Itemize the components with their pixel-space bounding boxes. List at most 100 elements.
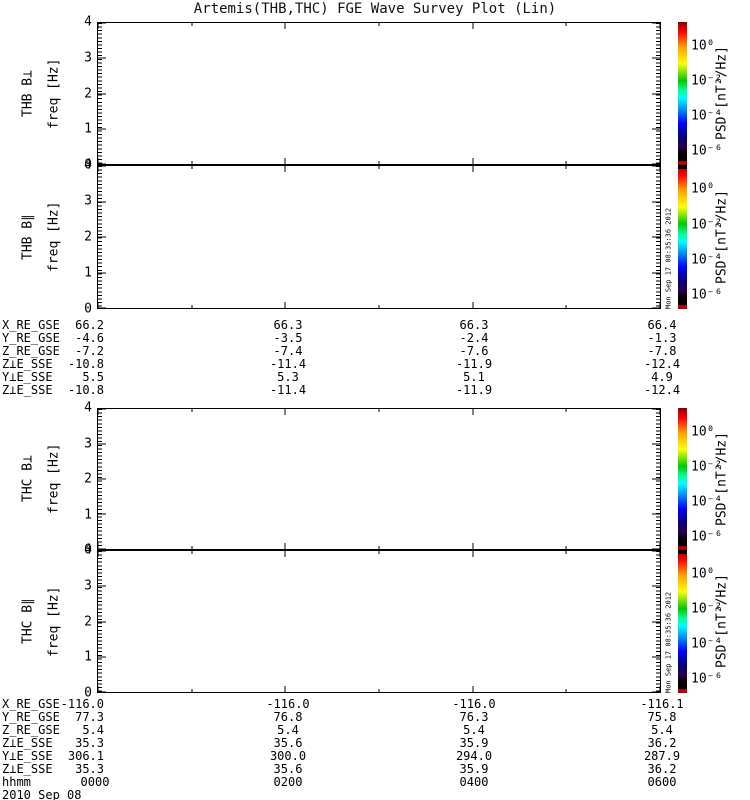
table-row: Y⊥E_SSE 306.1 300.0 294.0 287.9 — [0, 750, 750, 763]
y-major-tick — [98, 57, 106, 59]
table-cell: 76.3 — [459, 710, 489, 724]
row-label: Y⊥E_SSE — [2, 370, 53, 384]
y-major-tick — [652, 165, 660, 167]
table-cell: -11.9 — [455, 383, 493, 397]
table-cell: 35.6 — [273, 762, 303, 776]
table-row: Z⊥E_SSE -10.8 -11.4 -11.9 -12.4 — [0, 384, 750, 397]
x-minor-tick — [378, 305, 380, 308]
spectrogram-plot-area — [97, 408, 661, 550]
x-minor-tick — [565, 305, 567, 308]
y-major-tick — [652, 236, 660, 238]
x-major-tick — [284, 551, 286, 557]
row-label: Y_RE_GSE — [2, 710, 60, 724]
y-major-tick — [98, 201, 106, 202]
table-cell: 300.0 — [269, 749, 307, 763]
table-row: Y⊥E_SSE 5.5 5.3 5.1 4.9 — [0, 371, 750, 384]
y-tick-label: 4 — [84, 14, 92, 30]
panel-thb-bperp: THB B⊥ freq [Hz] 4 3 2 1 0 10⁰ 10⁻² 10⁻⁴ 10⁻⁶ P… — [0, 16, 750, 172]
y-major-tick — [98, 128, 106, 130]
freq-axis-label: freq [Hz] — [46, 201, 62, 273]
x-major-tick — [284, 686, 286, 692]
table-cell: 36.2 — [647, 762, 677, 776]
y-major-tick — [652, 548, 660, 550]
table-cell: 5.1 — [463, 370, 485, 384]
table-cell: -2.4 — [459, 331, 489, 345]
colorbar-tick-label: 10⁻⁴ — [691, 636, 723, 652]
table-row: Z⊥E_SSE 35.3 35.6 35.9 36.2 — [0, 763, 750, 776]
x-minor-tick — [378, 166, 380, 169]
row-label: Y⊥E_SSE — [2, 749, 53, 763]
table-cell: 66.3 — [273, 318, 303, 332]
table-cell: 294.0 — [455, 749, 493, 763]
table-cell: -1.3 — [647, 331, 677, 345]
colorbar-tick-label: 10⁻² — [691, 459, 723, 475]
y-tick-label: 4 — [84, 157, 92, 173]
table-cell: 5.4 — [277, 723, 299, 737]
x-minor-tick — [191, 161, 193, 164]
table-cell: 5.5 — [82, 370, 104, 384]
table-cell: -11.4 — [269, 357, 307, 371]
y-major-tick — [652, 691, 660, 693]
table-cell: -10.8 — [67, 357, 104, 371]
table-cell: -10.8 — [67, 383, 104, 397]
y-major-tick — [652, 272, 660, 273]
plot-title: Artemis(THB,THC) FGE Wave Survey Plot (L… — [193, 1, 557, 17]
colorbar-tick-label: 10⁻⁶ — [691, 671, 723, 687]
y-tick-label: 3 — [84, 578, 92, 594]
y-major-tick — [98, 22, 106, 24]
x-major-tick — [97, 302, 99, 308]
y-major-tick — [652, 307, 660, 309]
x-major-tick — [284, 302, 286, 308]
y-tick-label: 4 — [84, 400, 92, 416]
colorbar-tick-label: 10⁻⁴ — [691, 108, 723, 124]
x-minor-tick — [191, 23, 193, 26]
x-minor-tick — [565, 161, 567, 164]
y-major-tick — [652, 163, 660, 165]
x-major-tick — [659, 23, 661, 29]
y-major-tick — [98, 443, 106, 445]
y-tick-label: 0 — [84, 301, 92, 317]
x-minor-tick — [191, 409, 193, 412]
x-major-tick — [472, 158, 474, 164]
y-major-tick — [98, 236, 106, 238]
table-cell: -12.4 — [643, 357, 681, 371]
y-major-tick — [98, 408, 106, 410]
y-major-tick — [98, 513, 106, 515]
table-cell: -116.0 — [452, 697, 496, 711]
row-label: X_RE_GSE — [2, 697, 60, 711]
table-cell: -4.6 — [75, 331, 104, 345]
y-major-tick — [652, 57, 660, 59]
y-major-tick — [98, 307, 106, 309]
table-cell: 35.6 — [273, 736, 303, 750]
x-major-tick — [659, 166, 661, 172]
spectrogram-plot-area — [97, 165, 661, 309]
psd-colorbar — [678, 165, 687, 309]
colorbar-unit-label: PSD [nT²/Hz] — [714, 574, 730, 669]
colorbar-unit-label: PSD [nT²/Hz] — [714, 46, 730, 141]
x-major-tick — [472, 409, 474, 415]
table-row: X_RE_GSE 66.2 66.3 66.3 66.4 — [0, 319, 750, 332]
x-major-tick — [97, 23, 99, 29]
row-label: X_RE_GSE — [2, 318, 60, 332]
y-major-tick — [652, 585, 660, 587]
row-label: Z⊥E_SSE — [2, 357, 53, 371]
row-label: Z_RE_GSE — [2, 723, 60, 737]
row-label: Y_RE_GSE — [2, 331, 60, 345]
table-cell: -116.0 — [60, 697, 104, 711]
table-row: hhmm 0000 0200 0400 0600 — [0, 776, 750, 789]
table-cell: 66.4 — [647, 318, 677, 332]
panel-name-label: THB B∥ — [20, 214, 36, 260]
freq-axis-label: freq [Hz] — [46, 443, 62, 515]
table-cell: -116.0 — [266, 697, 310, 711]
y-axis-tick-labels: 4 3 2 1 0 — [70, 16, 94, 172]
y-tick-label: 2 — [84, 614, 92, 629]
table-row: Y_RE_GSE 77.3 76.8 76.3 75.8 — [0, 711, 750, 724]
creation-timestamp: Mon Sep 17 08:35:36 2012 — [664, 207, 673, 309]
x-minor-tick — [378, 551, 380, 554]
table-cell: 0000 — [80, 775, 110, 789]
x-minor-tick — [565, 551, 567, 554]
row-label: Z⊥E_SSE — [2, 383, 53, 397]
table-cell: 35.3 — [75, 736, 104, 750]
colorbar-tick-label: 10⁻² — [691, 601, 723, 617]
y-major-tick — [652, 478, 660, 480]
